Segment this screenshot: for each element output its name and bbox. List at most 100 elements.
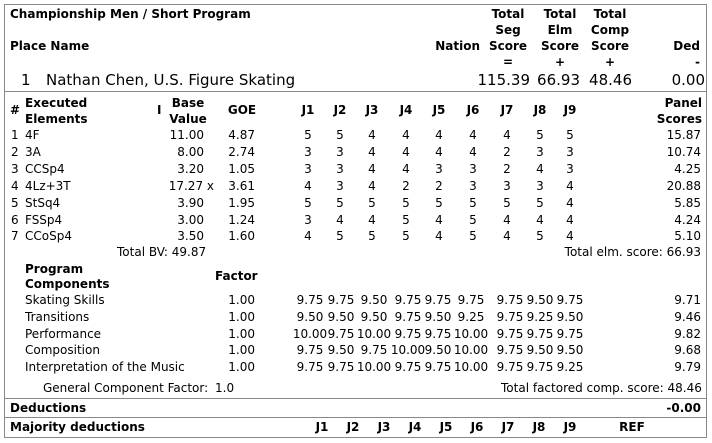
place-name-header: Place Name [10, 39, 90, 53]
deductions-label: Deductions [10, 401, 87, 415]
component-judge-score: 9.75 [526, 360, 554, 375]
judge-header: J8 [533, 103, 547, 117]
judge-header: J4 [399, 103, 413, 117]
judge-header: J9 [563, 103, 577, 117]
component-judge-score: 9.75 [496, 309, 524, 324]
component-judge-score: 9.50 [360, 309, 388, 324]
element-num: 2 [11, 144, 19, 159]
element-judge-score: 5 [503, 195, 511, 210]
element-panel-score: 5.85 [674, 195, 701, 210]
element-judge-score: 4 [368, 178, 376, 193]
deductions-value: -0.00 [666, 401, 701, 415]
component-judge-score: 9.75 [496, 360, 524, 375]
element-name: StSq4 [25, 195, 61, 210]
gcf-label: General Component Factor: [43, 381, 209, 395]
component-judge-score: 9.75 [394, 293, 422, 307]
element-panel-score: 20.88 [666, 178, 701, 193]
element-judge-score: 4 [503, 229, 511, 244]
total-element-score: Total elm. score: 66.93 [564, 245, 701, 259]
element-goe: 1.05 [228, 161, 255, 176]
component-judge-score: 9.75 [296, 343, 324, 358]
header-tes-line: Score [540, 39, 580, 53]
element-judge-score: 3 [536, 144, 544, 159]
header-tes-line: Elm [547, 23, 573, 37]
component-judge-score: 9.75 [556, 326, 584, 341]
element-name: 4F [25, 128, 40, 142]
elements-goe-header: GOE [227, 103, 257, 117]
element-judge-score: 4 [566, 212, 574, 227]
majority-judge-header: J4 [408, 420, 422, 434]
element-judge-score: 5 [336, 229, 344, 244]
judge-header: J6 [466, 103, 480, 117]
component-judge-score: 9.50 [360, 293, 388, 307]
component-name: Interpretation of the Music [25, 360, 185, 375]
component-judge-score: 9.50 [327, 309, 355, 324]
component-judge-score: 10.00 [453, 360, 489, 375]
element-num: 6 [11, 212, 19, 227]
component-judge-score: 9.75 [360, 343, 388, 358]
total-base-value: Total BV: 49.87 [117, 245, 207, 259]
element-panel-score: 5.10 [674, 229, 701, 244]
element-num: 3 [11, 161, 19, 176]
components-factor-header: Factor [215, 269, 258, 283]
header-tss-line: = [502, 55, 514, 69]
component-factor: 1.00 [228, 309, 255, 324]
element-base-value: 3.00 [177, 212, 204, 227]
skater-tss: 115.39 [477, 71, 531, 89]
components-program-header: Program [25, 262, 84, 276]
header-pcs-line: + [604, 55, 616, 69]
component-judge-score: 9.75 [424, 293, 452, 307]
majority-judge-header: J1 [315, 420, 329, 434]
component-judge-score: 10.00 [356, 360, 392, 375]
element-judge-score: 5 [368, 229, 376, 244]
element-base-value: 8.00 [177, 144, 204, 159]
protocol-frame [4, 4, 707, 438]
component-judge-score: 9.75 [556, 293, 584, 307]
component-judge-score: 10.00 [292, 326, 328, 341]
component-judge-score: 9.50 [526, 343, 554, 358]
skater-name: Nathan Chen, U.S. Figure Skating [46, 71, 296, 89]
component-judge-score: 9.75 [327, 326, 355, 341]
component-judge-score: 10.00 [453, 343, 489, 358]
judge-header: J1 [301, 103, 315, 117]
element-panel-score: 4.24 [674, 212, 701, 227]
gcf-value: 1.0 [215, 381, 235, 395]
element-judge-score: 5 [566, 128, 574, 142]
element-judge-score: 4 [469, 144, 477, 159]
element-judge-score: 4 [304, 229, 312, 244]
divider-skater [4, 91, 707, 92]
divider-majority [4, 417, 707, 418]
judge-header: J7 [500, 103, 514, 117]
element-base-value: 3.20 [177, 161, 204, 176]
element-judge-score: 2 [503, 144, 511, 159]
elements-num-header: # [10, 103, 21, 117]
element-judge-score: 3 [469, 161, 477, 176]
element-judge-score: 4 [536, 161, 544, 176]
component-judge-score: 9.75 [296, 293, 324, 307]
component-panel-score: 9.79 [674, 360, 701, 375]
majority-judge-header: J6 [470, 420, 484, 434]
component-factor: 1.00 [228, 326, 255, 341]
scores-header: Scores [656, 112, 702, 126]
element-judge-score: 4 [368, 128, 376, 142]
component-judge-score: 9.50 [556, 309, 584, 324]
component-judge-score: 9.50 [526, 293, 554, 307]
component-judge-score: 9.75 [424, 360, 452, 375]
element-goe: 4.87 [228, 128, 255, 142]
element-judge-score: 4 [566, 178, 574, 193]
majority-judge-header: J7 [501, 420, 515, 434]
element-judge-score: 3 [536, 178, 544, 193]
element-judge-score: 2 [435, 178, 443, 193]
element-judge-score: 3 [336, 178, 344, 193]
element-judge-score: 5 [368, 195, 376, 210]
header-tss-line: Total [491, 7, 525, 21]
element-judge-score: 4 [536, 212, 544, 227]
judge-header: J2 [333, 103, 347, 117]
component-panel-score: 9.68 [674, 343, 701, 358]
element-judge-score: 4 [566, 195, 574, 210]
element-panel-score: 4.25 [674, 161, 701, 176]
elements-info-header: I [157, 103, 162, 117]
element-judge-score: 5 [402, 229, 410, 244]
segment-title: Championship Men / Short Program [10, 7, 251, 21]
component-name: Skating Skills [25, 293, 105, 307]
